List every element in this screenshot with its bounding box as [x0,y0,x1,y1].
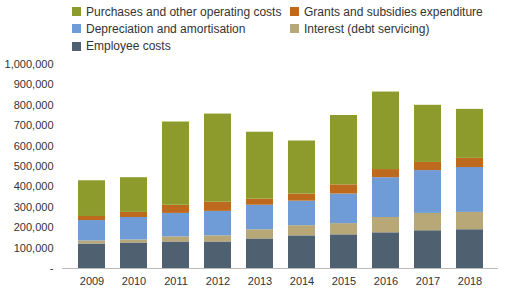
svg-text:100,000: 100,000 [14,242,54,254]
svg-text:800,000: 800,000 [14,99,54,111]
html-text:Interest (debt servicing): Interest (debt servicing) [304,22,430,36]
svg-text:2010: 2010 [122,275,146,287]
svg-text:2014: 2014 [290,275,314,287]
svg-text:500,000: 500,000 [14,160,54,172]
html-text:Grants and subsidies expenditu: Grants and subsidies expenditure [304,4,483,19]
svg-text:200,000: 200,000 [14,221,54,233]
html-text:Purchases and other operating: Purchases and other operating costs [86,4,282,19]
html-text:Employee costs: Employee costs [86,39,171,54]
html-text:Depreciation and amortisation: Depreciation and amortisation [86,22,246,36]
svg-text:2012: 2012 [206,275,230,287]
svg-text:2018: 2018 [458,275,482,287]
svg-text:300,000: 300,000 [14,201,54,213]
svg-text:2011: 2011 [164,275,188,287]
svg-text:600,000: 600,000 [14,140,54,152]
svg-text:2017: 2017 [416,275,440,287]
svg-text:2009: 2009 [80,275,104,287]
svg-text:1,000,000: 1,000,000 [5,58,54,70]
svg-text:2015: 2015 [332,275,356,287]
svg-text:2016: 2016 [374,275,398,287]
svg-text:2013: 2013 [248,275,272,287]
svg-text:700,000: 700,000 [14,119,54,131]
svg-text:-: - [50,262,54,274]
svg-text:900,000: 900,000 [14,78,54,90]
svg-text:400,000: 400,000 [14,180,54,192]
